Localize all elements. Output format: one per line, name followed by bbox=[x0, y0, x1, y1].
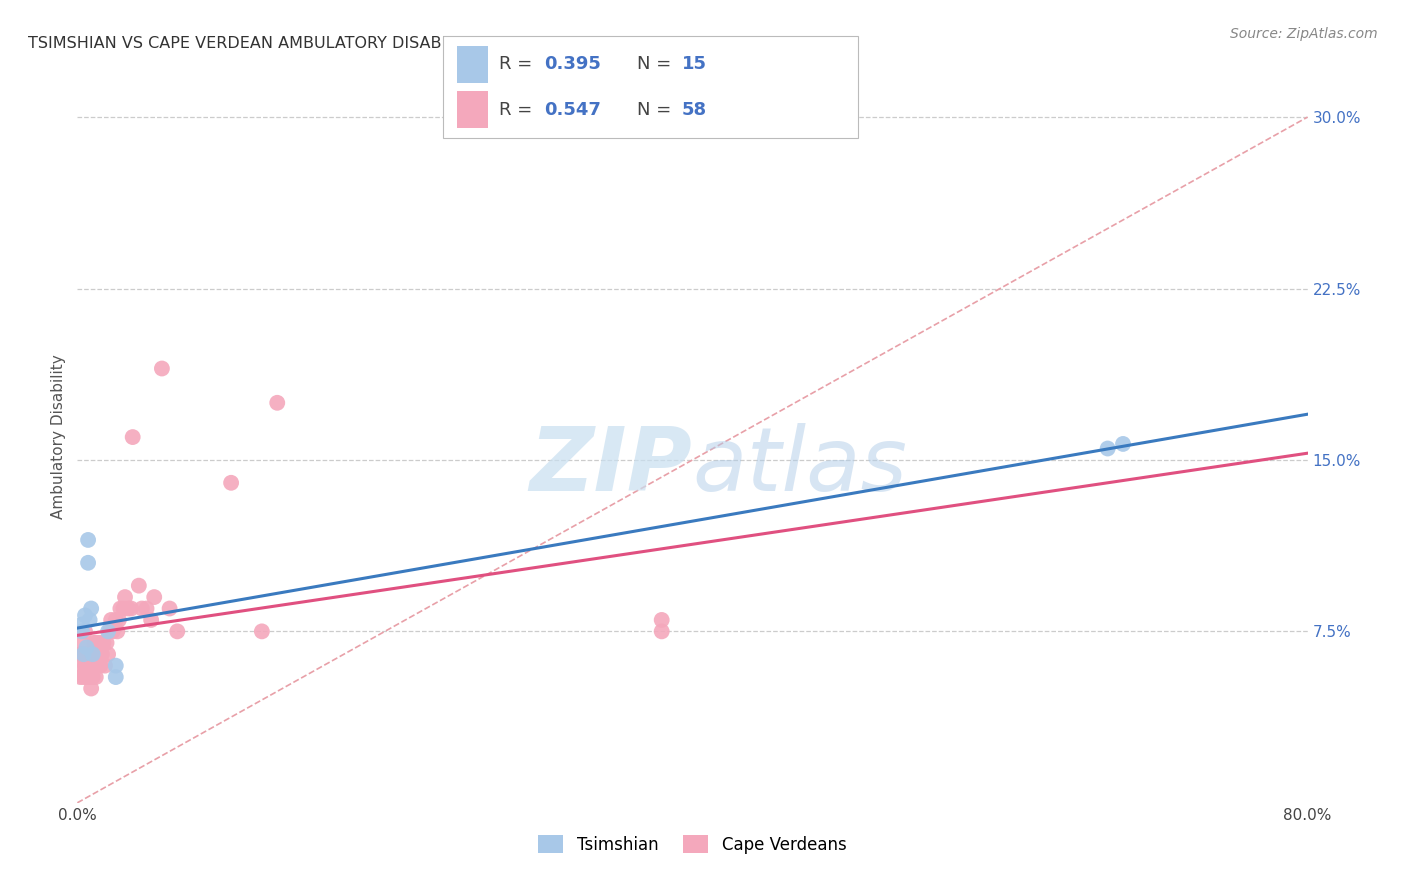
Point bbox=[77, 658, 100, 673]
Text: atlas: atlas bbox=[693, 424, 907, 509]
Point bbox=[79, 670, 101, 684]
Y-axis label: Ambulatory Disability: Ambulatory Disability bbox=[51, 355, 66, 519]
Point bbox=[76, 670, 98, 684]
Text: R =: R = bbox=[499, 101, 538, 119]
Point bbox=[131, 601, 153, 615]
Text: 58: 58 bbox=[682, 101, 707, 119]
Point bbox=[70, 658, 93, 673]
Point bbox=[89, 636, 111, 650]
Point bbox=[143, 590, 166, 604]
Text: 15: 15 bbox=[682, 55, 707, 73]
Point bbox=[72, 670, 94, 684]
Point bbox=[141, 613, 163, 627]
Legend: Tsimshian, Cape Verdeans: Tsimshian, Cape Verdeans bbox=[531, 829, 853, 860]
Point bbox=[93, 636, 115, 650]
Point bbox=[96, 636, 118, 650]
Point bbox=[70, 624, 93, 639]
Point bbox=[79, 613, 101, 627]
Point bbox=[77, 533, 100, 547]
Text: 0.395: 0.395 bbox=[544, 55, 600, 73]
Point bbox=[98, 624, 121, 639]
Point bbox=[105, 624, 128, 639]
Point bbox=[651, 613, 673, 627]
Point bbox=[73, 658, 96, 673]
Point bbox=[73, 624, 96, 639]
Point bbox=[70, 617, 93, 632]
Point bbox=[97, 624, 120, 639]
Text: R =: R = bbox=[499, 55, 538, 73]
Text: N =: N = bbox=[637, 55, 676, 73]
Point bbox=[77, 647, 100, 661]
Point bbox=[69, 670, 91, 684]
Point bbox=[108, 613, 131, 627]
Point bbox=[112, 601, 135, 615]
Point bbox=[1097, 442, 1119, 456]
Point bbox=[101, 624, 124, 639]
Text: Source: ZipAtlas.com: Source: ZipAtlas.com bbox=[1230, 27, 1378, 41]
Point bbox=[120, 601, 142, 615]
Point bbox=[84, 670, 107, 684]
Point bbox=[73, 608, 96, 623]
Point bbox=[104, 613, 127, 627]
Point bbox=[86, 658, 108, 673]
Point bbox=[83, 636, 105, 650]
Text: N =: N = bbox=[637, 101, 676, 119]
Point bbox=[121, 430, 143, 444]
Point bbox=[150, 361, 173, 376]
Point bbox=[83, 658, 105, 673]
Point bbox=[651, 624, 673, 639]
Point bbox=[159, 601, 181, 615]
Point bbox=[110, 601, 132, 615]
Point bbox=[117, 601, 139, 615]
Point bbox=[70, 636, 93, 650]
Point bbox=[69, 647, 91, 661]
Text: 0.547: 0.547 bbox=[544, 101, 600, 119]
Point bbox=[100, 613, 122, 627]
Point bbox=[219, 475, 242, 490]
Point bbox=[77, 556, 100, 570]
Point bbox=[82, 647, 104, 661]
Point bbox=[80, 647, 103, 661]
Point bbox=[76, 640, 98, 655]
Point bbox=[87, 647, 110, 661]
Point bbox=[72, 647, 94, 661]
Point bbox=[84, 636, 107, 650]
Point bbox=[79, 647, 101, 661]
Point bbox=[70, 647, 93, 661]
Text: TSIMSHIAN VS CAPE VERDEAN AMBULATORY DISABILITY CORRELATION CHART: TSIMSHIAN VS CAPE VERDEAN AMBULATORY DIS… bbox=[28, 36, 658, 51]
Point bbox=[82, 670, 104, 684]
Point bbox=[166, 624, 188, 639]
Point bbox=[82, 647, 104, 661]
Point bbox=[90, 647, 114, 661]
Point bbox=[266, 396, 288, 410]
Point bbox=[72, 647, 94, 661]
Point bbox=[128, 579, 150, 593]
Point bbox=[114, 590, 136, 604]
Point bbox=[86, 636, 108, 650]
Point bbox=[80, 601, 103, 615]
Point bbox=[135, 601, 157, 615]
Point bbox=[94, 658, 117, 673]
Point bbox=[104, 670, 127, 684]
Text: ZIP: ZIP bbox=[530, 423, 693, 510]
Point bbox=[97, 647, 120, 661]
Point bbox=[104, 658, 127, 673]
Point bbox=[250, 624, 273, 639]
Point bbox=[80, 681, 103, 696]
Point bbox=[89, 658, 111, 673]
Point bbox=[1112, 437, 1135, 451]
Point bbox=[73, 647, 96, 661]
